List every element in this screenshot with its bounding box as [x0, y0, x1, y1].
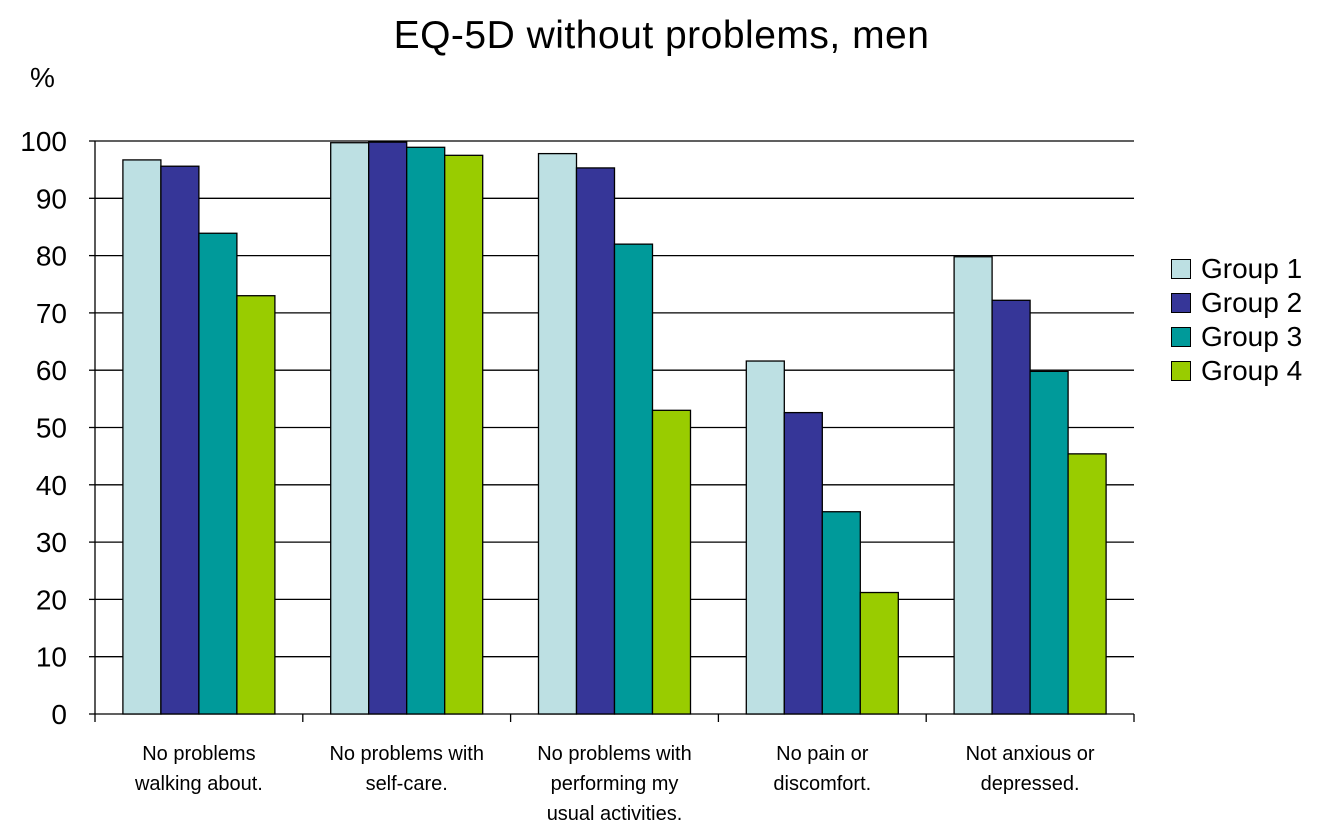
bar: [613, 243, 654, 715]
x-tick-label: Not anxious or: [966, 743, 1095, 765]
bar: [537, 152, 578, 715]
x-tick-label: performing my: [551, 773, 679, 795]
bar: [330, 142, 370, 715]
legend-item: Group 3: [1171, 320, 1302, 354]
y-tick-label: 60: [36, 355, 67, 386]
y-tick-label: 80: [36, 241, 67, 272]
y-tick-label: 100: [20, 126, 67, 157]
bar: [198, 232, 238, 715]
y-tick-label: 0: [51, 699, 67, 730]
x-tick-label: depressed.: [981, 773, 1080, 795]
legend-swatch: [1171, 259, 1191, 279]
legend-swatch: [1171, 293, 1191, 313]
y-tick-label: 20: [36, 584, 67, 615]
x-tick-label: usual activities.: [547, 803, 683, 825]
x-tick-label: No pain or: [776, 743, 869, 765]
legend-label: Group 3: [1201, 321, 1303, 352]
y-tick-label: 70: [36, 298, 67, 329]
y-tick-label: 50: [36, 413, 67, 444]
y-tick-label: 90: [36, 183, 67, 214]
bar: [859, 591, 899, 715]
bar: [821, 511, 861, 715]
x-tick-label: discomfort.: [773, 773, 871, 795]
y-tick-label: 40: [36, 470, 67, 501]
legend: Group 1 Group 2 Group 3 Group 4: [1171, 252, 1302, 388]
bar: [368, 141, 408, 715]
legend-label: Group 1: [1201, 253, 1303, 284]
x-tick-label: walking about.: [134, 773, 263, 795]
legend-item: Group 4: [1171, 354, 1302, 388]
bar: [406, 146, 446, 715]
bar: [444, 154, 484, 715]
x-tick-label: No problems with: [329, 743, 484, 765]
bar: [1067, 453, 1107, 715]
x-tick-label: self-care.: [366, 773, 448, 795]
legend-item: Group 1: [1171, 252, 1302, 286]
legend-item: Group 2: [1171, 286, 1302, 320]
y-tick-label: 30: [36, 527, 67, 558]
legend-swatch: [1171, 361, 1191, 381]
bar: [160, 165, 200, 715]
legend-swatch: [1171, 327, 1191, 347]
bar: [122, 159, 162, 715]
bar: [236, 295, 276, 715]
y-tick-label: 10: [36, 642, 67, 673]
bar: [953, 256, 993, 715]
bar: [745, 360, 785, 715]
x-tick-label: No problems with: [537, 743, 692, 765]
chart-title: EQ-5D without problems, men: [393, 14, 930, 57]
x-tick-label: No problems: [142, 743, 255, 765]
legend-label: Group 2: [1201, 287, 1303, 318]
legend-label: Group 4: [1201, 355, 1303, 386]
y-axis-unit-label: %: [30, 62, 55, 93]
bar: [991, 299, 1031, 715]
bar: [783, 411, 823, 715]
bar: [575, 167, 616, 715]
bar: [1029, 370, 1069, 715]
bar: [651, 409, 692, 715]
